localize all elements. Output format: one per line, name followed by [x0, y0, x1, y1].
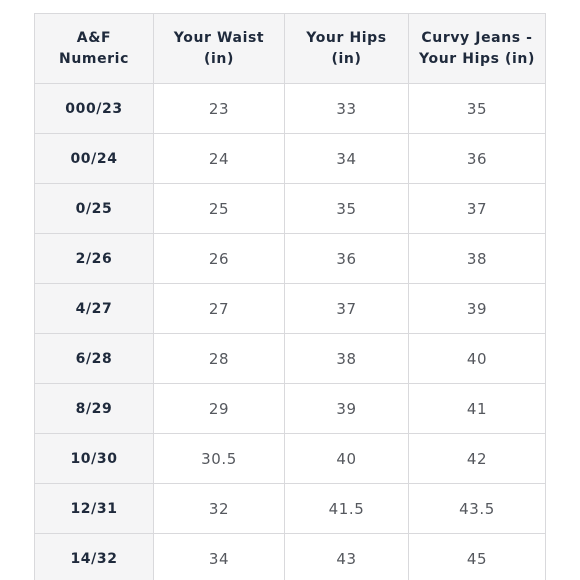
- header-line: Numeric: [59, 50, 129, 67]
- hips-cell: 33: [284, 83, 409, 134]
- table-row: 4/27 27 37 39: [34, 283, 546, 334]
- header-line: Your Hips: [306, 29, 387, 46]
- curvy-hips-cell: 36: [408, 133, 546, 184]
- waist-cell: 32: [153, 483, 285, 534]
- size-cell: 8/29: [34, 383, 154, 434]
- size-cell: 14/32: [34, 533, 154, 580]
- header-line: (in): [204, 50, 234, 67]
- waist-cell: 26: [153, 233, 285, 284]
- size-cell: 00/24: [34, 133, 154, 184]
- header-your-waist: Your Waist (in): [153, 13, 285, 84]
- hips-cell: 36: [284, 233, 409, 284]
- table-row: 10/30 30.5 40 42: [34, 433, 546, 484]
- header-line: A&F: [76, 29, 112, 46]
- size-cell: 000/23: [34, 83, 154, 134]
- curvy-hips-cell: 45: [408, 533, 546, 580]
- size-cell: 10/30: [34, 433, 154, 484]
- hips-cell: 35: [284, 183, 409, 234]
- table-row: 000/23 23 33 35: [34, 83, 546, 134]
- size-cell: 2/26: [34, 233, 154, 284]
- curvy-hips-cell: 42: [408, 433, 546, 484]
- waist-cell: 23: [153, 83, 285, 134]
- header-your-hips: Your Hips (in): [284, 13, 409, 84]
- size-cell: 0/25: [34, 183, 154, 234]
- size-cell: 6/28: [34, 333, 154, 384]
- curvy-hips-cell: 39: [408, 283, 546, 334]
- curvy-hips-cell: 35: [408, 83, 546, 134]
- curvy-hips-cell: 38: [408, 233, 546, 284]
- table-body: 000/23 23 33 35 00/24 24 34 36 0/25 25 3…: [34, 83, 546, 580]
- size-chart-table: A&F Numeric Your Waist (in) Your Hips (i…: [34, 13, 546, 580]
- hips-cell: 43: [284, 533, 409, 580]
- table-header: A&F Numeric Your Waist (in) Your Hips (i…: [34, 13, 546, 84]
- table-row: 12/31 32 41.5 43.5: [34, 483, 546, 534]
- curvy-hips-cell: 40: [408, 333, 546, 384]
- table-row: 6/28 28 38 40: [34, 333, 546, 384]
- waist-cell: 27: [153, 283, 285, 334]
- table-row: 00/24 24 34 36: [34, 133, 546, 184]
- table-row: 0/25 25 35 37: [34, 183, 546, 234]
- header-line: Your Hips (in): [419, 50, 535, 67]
- hips-cell: 39: [284, 383, 409, 434]
- table-row: 14/32 34 43 45: [34, 533, 546, 580]
- header-line: (in): [331, 50, 362, 67]
- header-row: A&F Numeric Your Waist (in) Your Hips (i…: [34, 13, 546, 84]
- hips-cell: 34: [284, 133, 409, 184]
- waist-cell: 24: [153, 133, 285, 184]
- hips-cell: 38: [284, 333, 409, 384]
- table-row: 2/26 26 36 38: [34, 233, 546, 284]
- hips-cell: 40: [284, 433, 409, 484]
- header-line: Curvy Jeans -: [421, 29, 533, 46]
- table-row: 8/29 29 39 41: [34, 383, 546, 434]
- curvy-hips-cell: 41: [408, 383, 546, 434]
- hips-cell: 41.5: [284, 483, 409, 534]
- header-line: Your Waist: [173, 29, 265, 46]
- header-af-numeric: A&F Numeric: [34, 13, 154, 84]
- waist-cell: 29: [153, 383, 285, 434]
- curvy-hips-cell: 37: [408, 183, 546, 234]
- waist-cell: 25: [153, 183, 285, 234]
- waist-cell: 34: [153, 533, 285, 580]
- waist-cell: 28: [153, 333, 285, 384]
- header-curvy-jeans-hips: Curvy Jeans - Your Hips (in): [408, 13, 546, 84]
- waist-cell: 30.5: [153, 433, 285, 484]
- size-cell: 12/31: [34, 483, 154, 534]
- hips-cell: 37: [284, 283, 409, 334]
- curvy-hips-cell: 43.5: [408, 483, 546, 534]
- size-cell: 4/27: [34, 283, 154, 334]
